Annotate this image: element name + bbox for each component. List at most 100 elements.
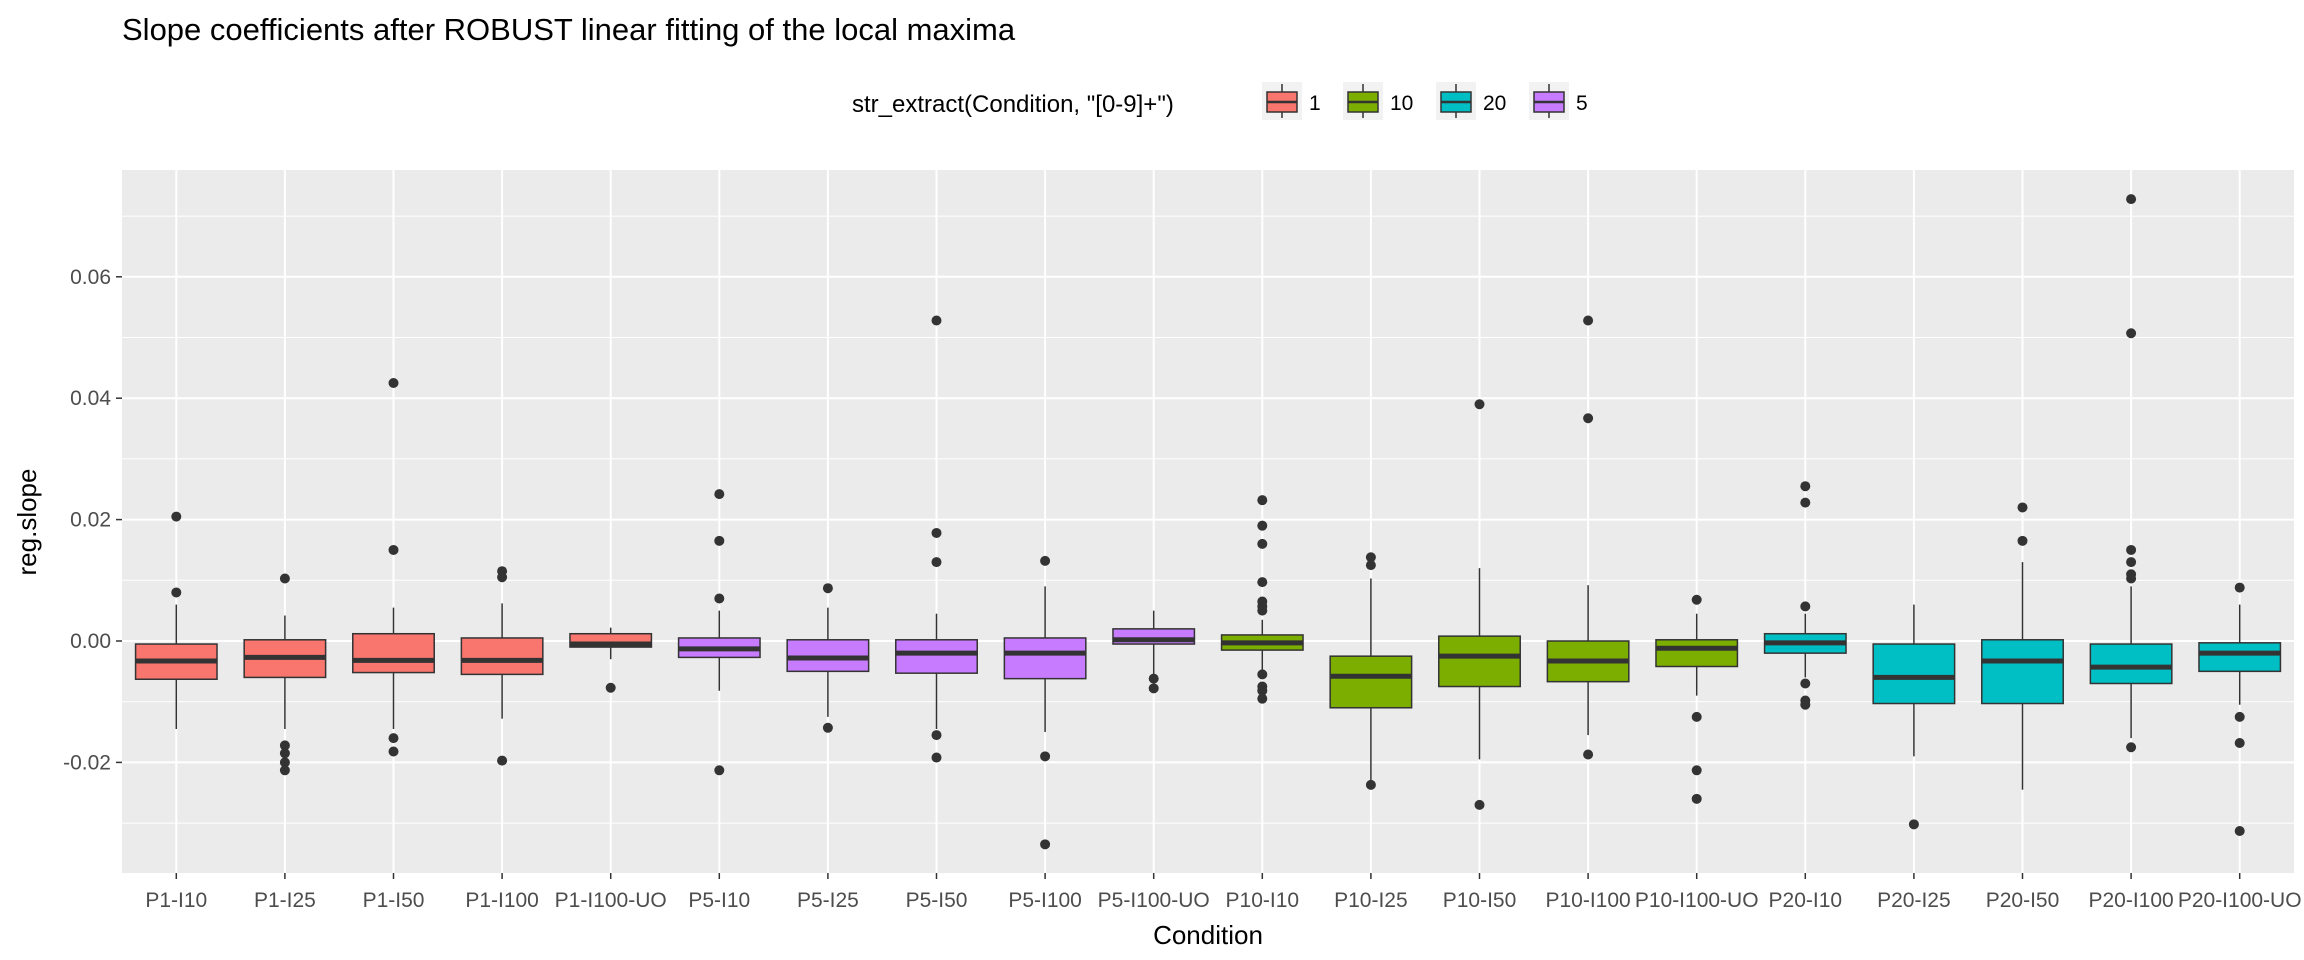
x-tick-label: P5-I100-UO [1098, 889, 1210, 912]
legend-item-20: 20 [1436, 82, 1506, 120]
box-iqr [1329, 655, 1413, 709]
box-P1-I10 [134, 511, 218, 730]
legend-label: 1 [1309, 92, 1321, 115]
box-P20-I10 [1763, 481, 1847, 710]
y-axis-title: reg.slope [12, 469, 42, 576]
outlier-point [1691, 793, 1702, 804]
outlier-point [388, 746, 399, 757]
y-tick-label: -0.02 [63, 751, 111, 774]
box-P10-I10 [1220, 495, 1304, 704]
outlier-point [1908, 819, 1919, 830]
outlier-point [1257, 605, 1268, 616]
outlier-point [714, 535, 725, 546]
outlier-point [1800, 699, 1811, 710]
outlier-point [171, 511, 182, 522]
outlier-point [1257, 685, 1268, 696]
outlier-point [1257, 538, 1268, 549]
outlier-point [1148, 673, 1159, 684]
outlier-point [1800, 481, 1811, 492]
x-tick-label: P10-I25 [1334, 889, 1408, 912]
box-iqr [2198, 642, 2282, 673]
box-iqr [1872, 643, 1956, 705]
outlier-point [1800, 601, 1811, 612]
legend-items: 1 10 20 5 [1262, 82, 1588, 120]
outlier-point [1583, 749, 1594, 760]
outlier-point [931, 557, 942, 568]
box-P20-I50 [1981, 502, 2064, 790]
x-tick-label: P20-I100 [2088, 889, 2173, 912]
outlier-point [714, 593, 725, 604]
x-tick-label: P5-I50 [906, 889, 968, 912]
box-iqr [460, 637, 544, 676]
outlier-point [2126, 544, 2137, 555]
box-iqr [1981, 639, 2064, 705]
box-P20-I100 [2089, 194, 2173, 753]
x-tick-label: P10-I50 [1443, 889, 1517, 912]
outlier-point [1040, 555, 1051, 566]
x-tick-label: P20-I10 [1769, 889, 1843, 912]
legend-item-5: 5 [1529, 82, 1588, 120]
outlier-point [2126, 573, 2137, 584]
outlier-point [1257, 520, 1268, 531]
outlier-point [605, 682, 616, 693]
outlier-point [279, 748, 290, 759]
x-tick-label: P5-I25 [797, 889, 859, 912]
box-P10-I100-UO [1655, 594, 1739, 804]
box-iqr [895, 639, 978, 674]
outlier-point [1040, 839, 1051, 850]
outlier-point [2017, 535, 2028, 546]
outlier-point [279, 757, 290, 768]
outlier-point [931, 730, 942, 741]
legend-item-1: 1 [1262, 82, 1321, 120]
x-tick-label: P20-I50 [1986, 889, 2060, 912]
outlier-point [1257, 669, 1268, 680]
outlier-point [714, 765, 725, 776]
legend-label: 5 [1576, 92, 1588, 115]
legend-item-10: 10 [1343, 82, 1413, 120]
y-axis: -0.02 0.00 0.02 0.04 0.06 [63, 266, 122, 774]
outlier-point [1257, 693, 1268, 704]
box-iqr [1003, 637, 1087, 680]
outlier-point [2126, 742, 2137, 753]
box-P5-I25 [786, 583, 870, 733]
box-P1-I100 [460, 566, 544, 766]
box-P1-I25 [243, 573, 327, 776]
x-tick-label: P1-I100-UO [555, 889, 667, 912]
box-P5-I100 [1003, 555, 1087, 850]
legend: str_extract(Condition, "[0-9]+") 1 10 20 5 [852, 82, 1588, 120]
outlier-point [1691, 711, 1702, 722]
box-P5-I10 [677, 489, 761, 776]
outlier-point [1474, 799, 1485, 810]
outlier-point [1257, 495, 1268, 506]
outlier-point [2234, 737, 2245, 748]
box-P20-I25 [1872, 604, 1956, 830]
outlier-point [2234, 582, 2245, 593]
outlier-point [279, 573, 290, 584]
y-tick-label: 0.04 [70, 387, 111, 410]
outlier-point [1365, 560, 1376, 571]
outlier-point [388, 378, 399, 389]
outlier-point [171, 587, 182, 598]
outlier-point [2126, 557, 2137, 568]
box-iqr [352, 632, 435, 674]
outlier-point [1365, 552, 1376, 563]
x-tick-label: P20-I25 [1877, 889, 1951, 912]
box-P1-I100-UO [569, 627, 653, 693]
chart-title: Slope coefficients after ROBUST linear f… [122, 12, 1016, 47]
outlier-point [1800, 678, 1811, 689]
legend-label: 10 [1390, 92, 1413, 115]
outlier-point [2017, 502, 2028, 513]
outlier-point [822, 722, 833, 733]
box-iqr [1438, 635, 1521, 688]
outlier-point [2126, 194, 2137, 205]
plot-panel [122, 170, 2294, 873]
outlier-point [822, 583, 833, 594]
x-tick-label: P10-I100 [1545, 889, 1630, 912]
x-tick-label: P20-I100-UO [2178, 889, 2302, 912]
box-P5-I100-UO [1112, 610, 1196, 694]
outlier-point [1365, 779, 1376, 790]
outlier-point [279, 740, 290, 751]
boxes [134, 194, 2282, 850]
outlier-point [1474, 399, 1485, 410]
